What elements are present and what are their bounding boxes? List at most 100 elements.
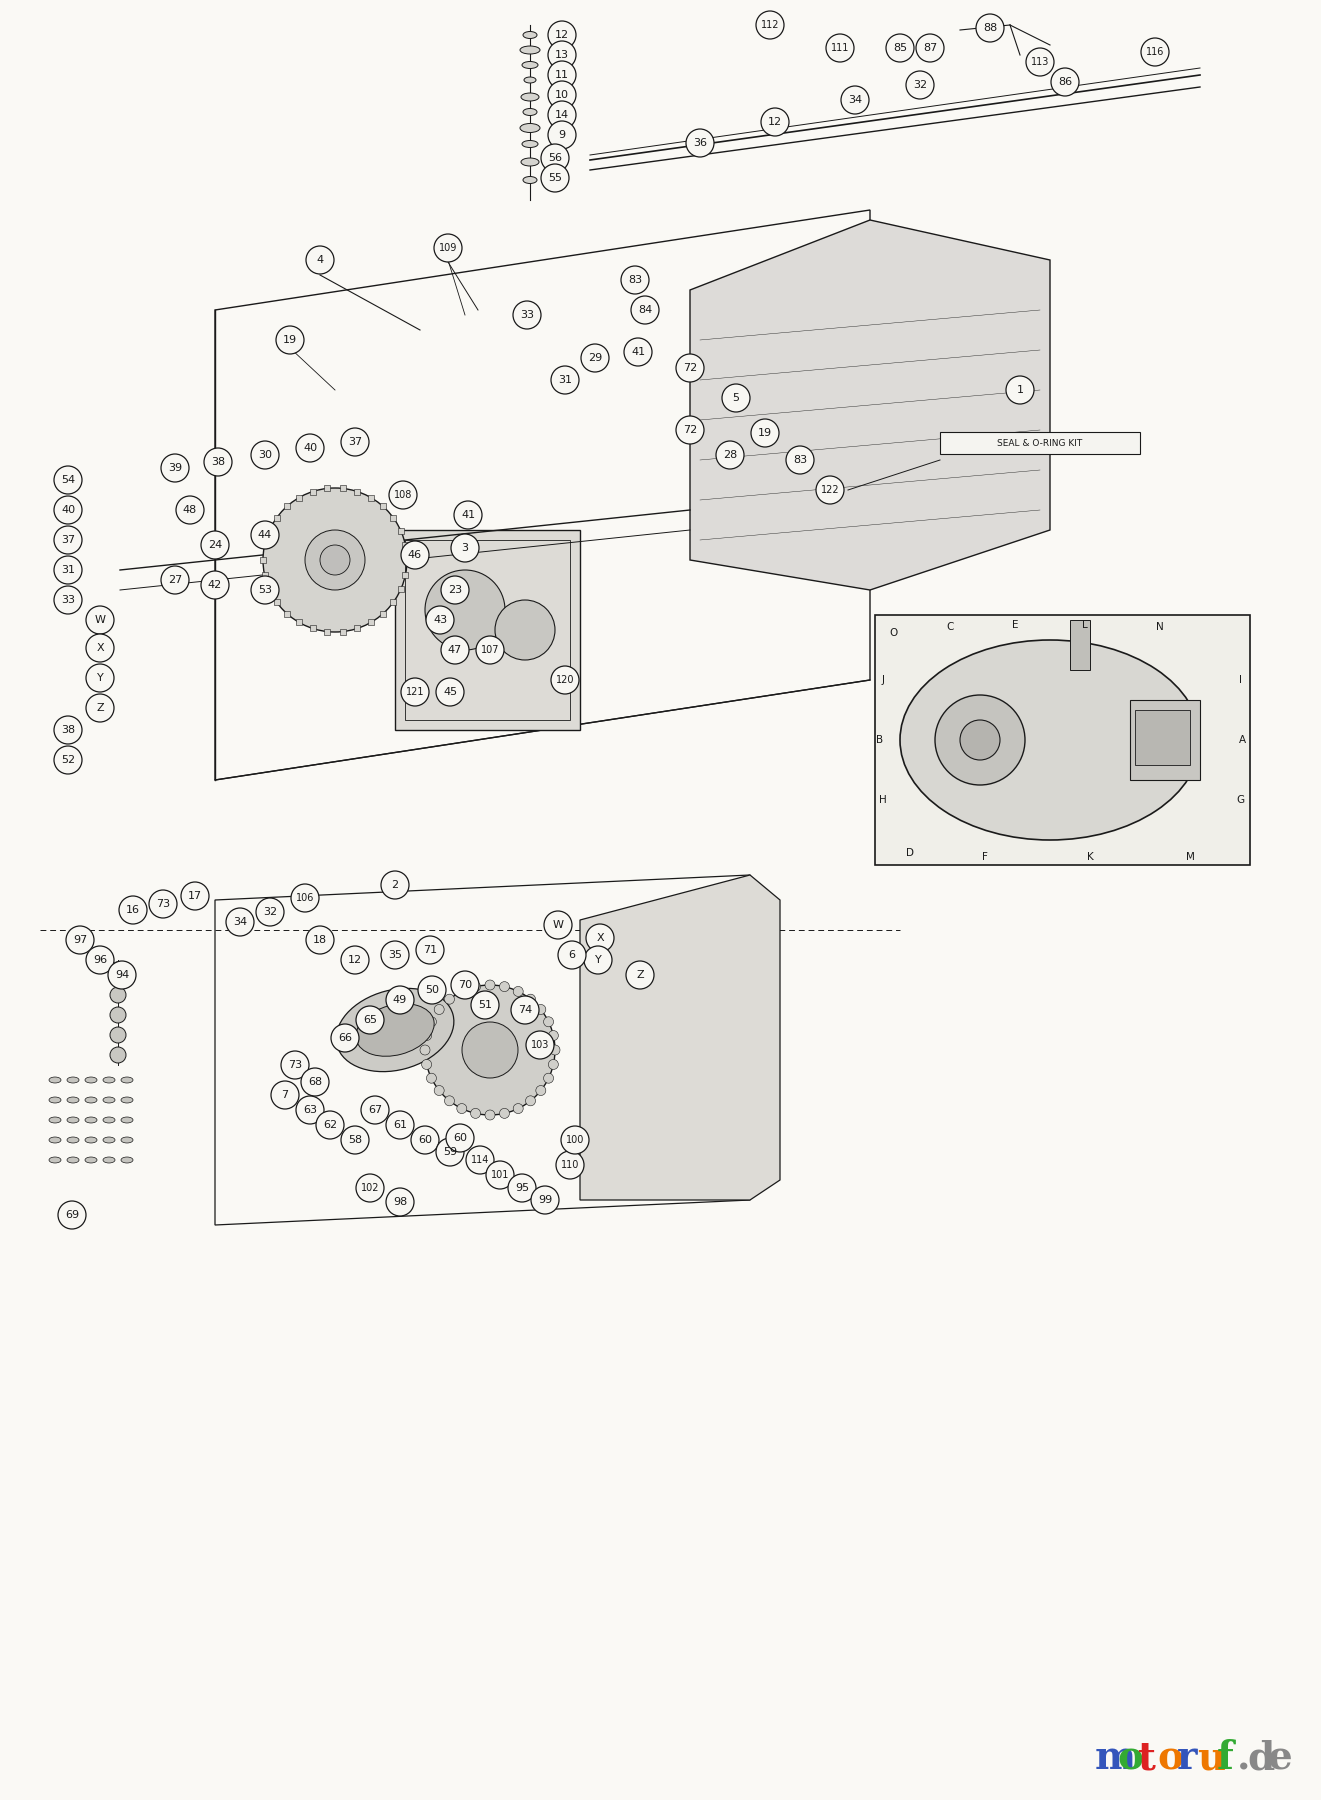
Text: Y: Y	[594, 956, 601, 965]
Text: O: O	[889, 628, 897, 637]
Circle shape	[450, 535, 480, 562]
Bar	[354, 488, 361, 495]
Circle shape	[1026, 49, 1054, 76]
Text: 32: 32	[913, 79, 927, 90]
Circle shape	[380, 871, 410, 898]
Text: 23: 23	[448, 585, 462, 596]
Circle shape	[203, 448, 232, 475]
Bar	[369, 619, 374, 625]
Text: 70: 70	[458, 979, 472, 990]
Text: G: G	[1236, 796, 1244, 805]
Circle shape	[551, 365, 579, 394]
Circle shape	[548, 1031, 559, 1040]
Circle shape	[110, 1028, 125, 1042]
Circle shape	[513, 1103, 523, 1114]
Text: E: E	[1012, 619, 1018, 630]
Text: 101: 101	[491, 1170, 509, 1181]
Circle shape	[108, 961, 136, 988]
Circle shape	[624, 338, 653, 365]
Text: 17: 17	[188, 891, 202, 902]
Text: 99: 99	[538, 1195, 552, 1204]
Text: W: W	[552, 920, 564, 931]
Circle shape	[427, 1017, 436, 1026]
Circle shape	[509, 1174, 536, 1202]
Circle shape	[436, 1138, 464, 1166]
Bar	[1129, 700, 1199, 779]
Circle shape	[341, 428, 369, 455]
Circle shape	[485, 979, 495, 990]
Ellipse shape	[524, 77, 536, 83]
Circle shape	[450, 970, 480, 999]
Text: 60: 60	[417, 1136, 432, 1145]
Circle shape	[454, 500, 482, 529]
Circle shape	[296, 434, 324, 463]
Text: 37: 37	[61, 535, 75, 545]
Text: 74: 74	[518, 1004, 532, 1015]
Circle shape	[420, 1046, 431, 1055]
Text: 72: 72	[683, 425, 697, 436]
Text: 28: 28	[723, 450, 737, 461]
Circle shape	[581, 344, 609, 373]
Circle shape	[161, 454, 189, 482]
Text: 14: 14	[555, 110, 569, 121]
Circle shape	[54, 587, 82, 614]
Circle shape	[584, 947, 612, 974]
Ellipse shape	[49, 1076, 61, 1084]
Text: 50: 50	[425, 985, 439, 995]
Text: 120: 120	[556, 675, 575, 686]
Circle shape	[556, 1150, 584, 1179]
Circle shape	[416, 936, 444, 965]
Text: 38: 38	[61, 725, 75, 734]
Text: X: X	[96, 643, 104, 653]
Text: 61: 61	[394, 1120, 407, 1130]
Text: 37: 37	[347, 437, 362, 446]
Circle shape	[444, 1096, 454, 1105]
Ellipse shape	[49, 1138, 61, 1143]
Circle shape	[548, 81, 576, 110]
Circle shape	[386, 1188, 413, 1217]
Bar	[296, 619, 303, 625]
Text: 35: 35	[388, 950, 402, 959]
Text: 121: 121	[406, 688, 424, 697]
Ellipse shape	[523, 108, 538, 115]
Circle shape	[201, 571, 229, 599]
Circle shape	[557, 941, 587, 968]
Ellipse shape	[122, 1076, 133, 1084]
Circle shape	[355, 1174, 384, 1202]
Text: 19: 19	[283, 335, 297, 346]
Circle shape	[86, 634, 114, 662]
Text: 5: 5	[733, 392, 740, 403]
Text: 24: 24	[207, 540, 222, 551]
Ellipse shape	[520, 124, 540, 133]
Circle shape	[388, 481, 417, 509]
Text: J: J	[881, 675, 885, 686]
Circle shape	[436, 679, 464, 706]
Text: 62: 62	[322, 1120, 337, 1130]
Circle shape	[526, 994, 535, 1004]
Circle shape	[548, 22, 576, 49]
Circle shape	[110, 1048, 125, 1064]
Text: 71: 71	[423, 945, 437, 956]
Ellipse shape	[85, 1138, 96, 1143]
Text: 4: 4	[317, 256, 324, 265]
Circle shape	[316, 1111, 343, 1139]
Bar	[339, 486, 346, 491]
Text: D: D	[906, 848, 914, 859]
Circle shape	[536, 1004, 546, 1015]
Text: 63: 63	[303, 1105, 317, 1114]
Text: 66: 66	[338, 1033, 351, 1042]
Circle shape	[841, 86, 869, 113]
Text: M: M	[1185, 851, 1194, 862]
Text: 41: 41	[631, 347, 645, 356]
Circle shape	[86, 695, 114, 722]
Circle shape	[976, 14, 1004, 41]
Ellipse shape	[522, 61, 538, 68]
Circle shape	[686, 130, 713, 157]
Circle shape	[291, 884, 318, 913]
Circle shape	[421, 1031, 432, 1040]
Ellipse shape	[103, 1096, 115, 1103]
Text: 109: 109	[439, 243, 457, 254]
Text: 98: 98	[392, 1197, 407, 1208]
Circle shape	[119, 896, 147, 923]
Text: 29: 29	[588, 353, 602, 364]
